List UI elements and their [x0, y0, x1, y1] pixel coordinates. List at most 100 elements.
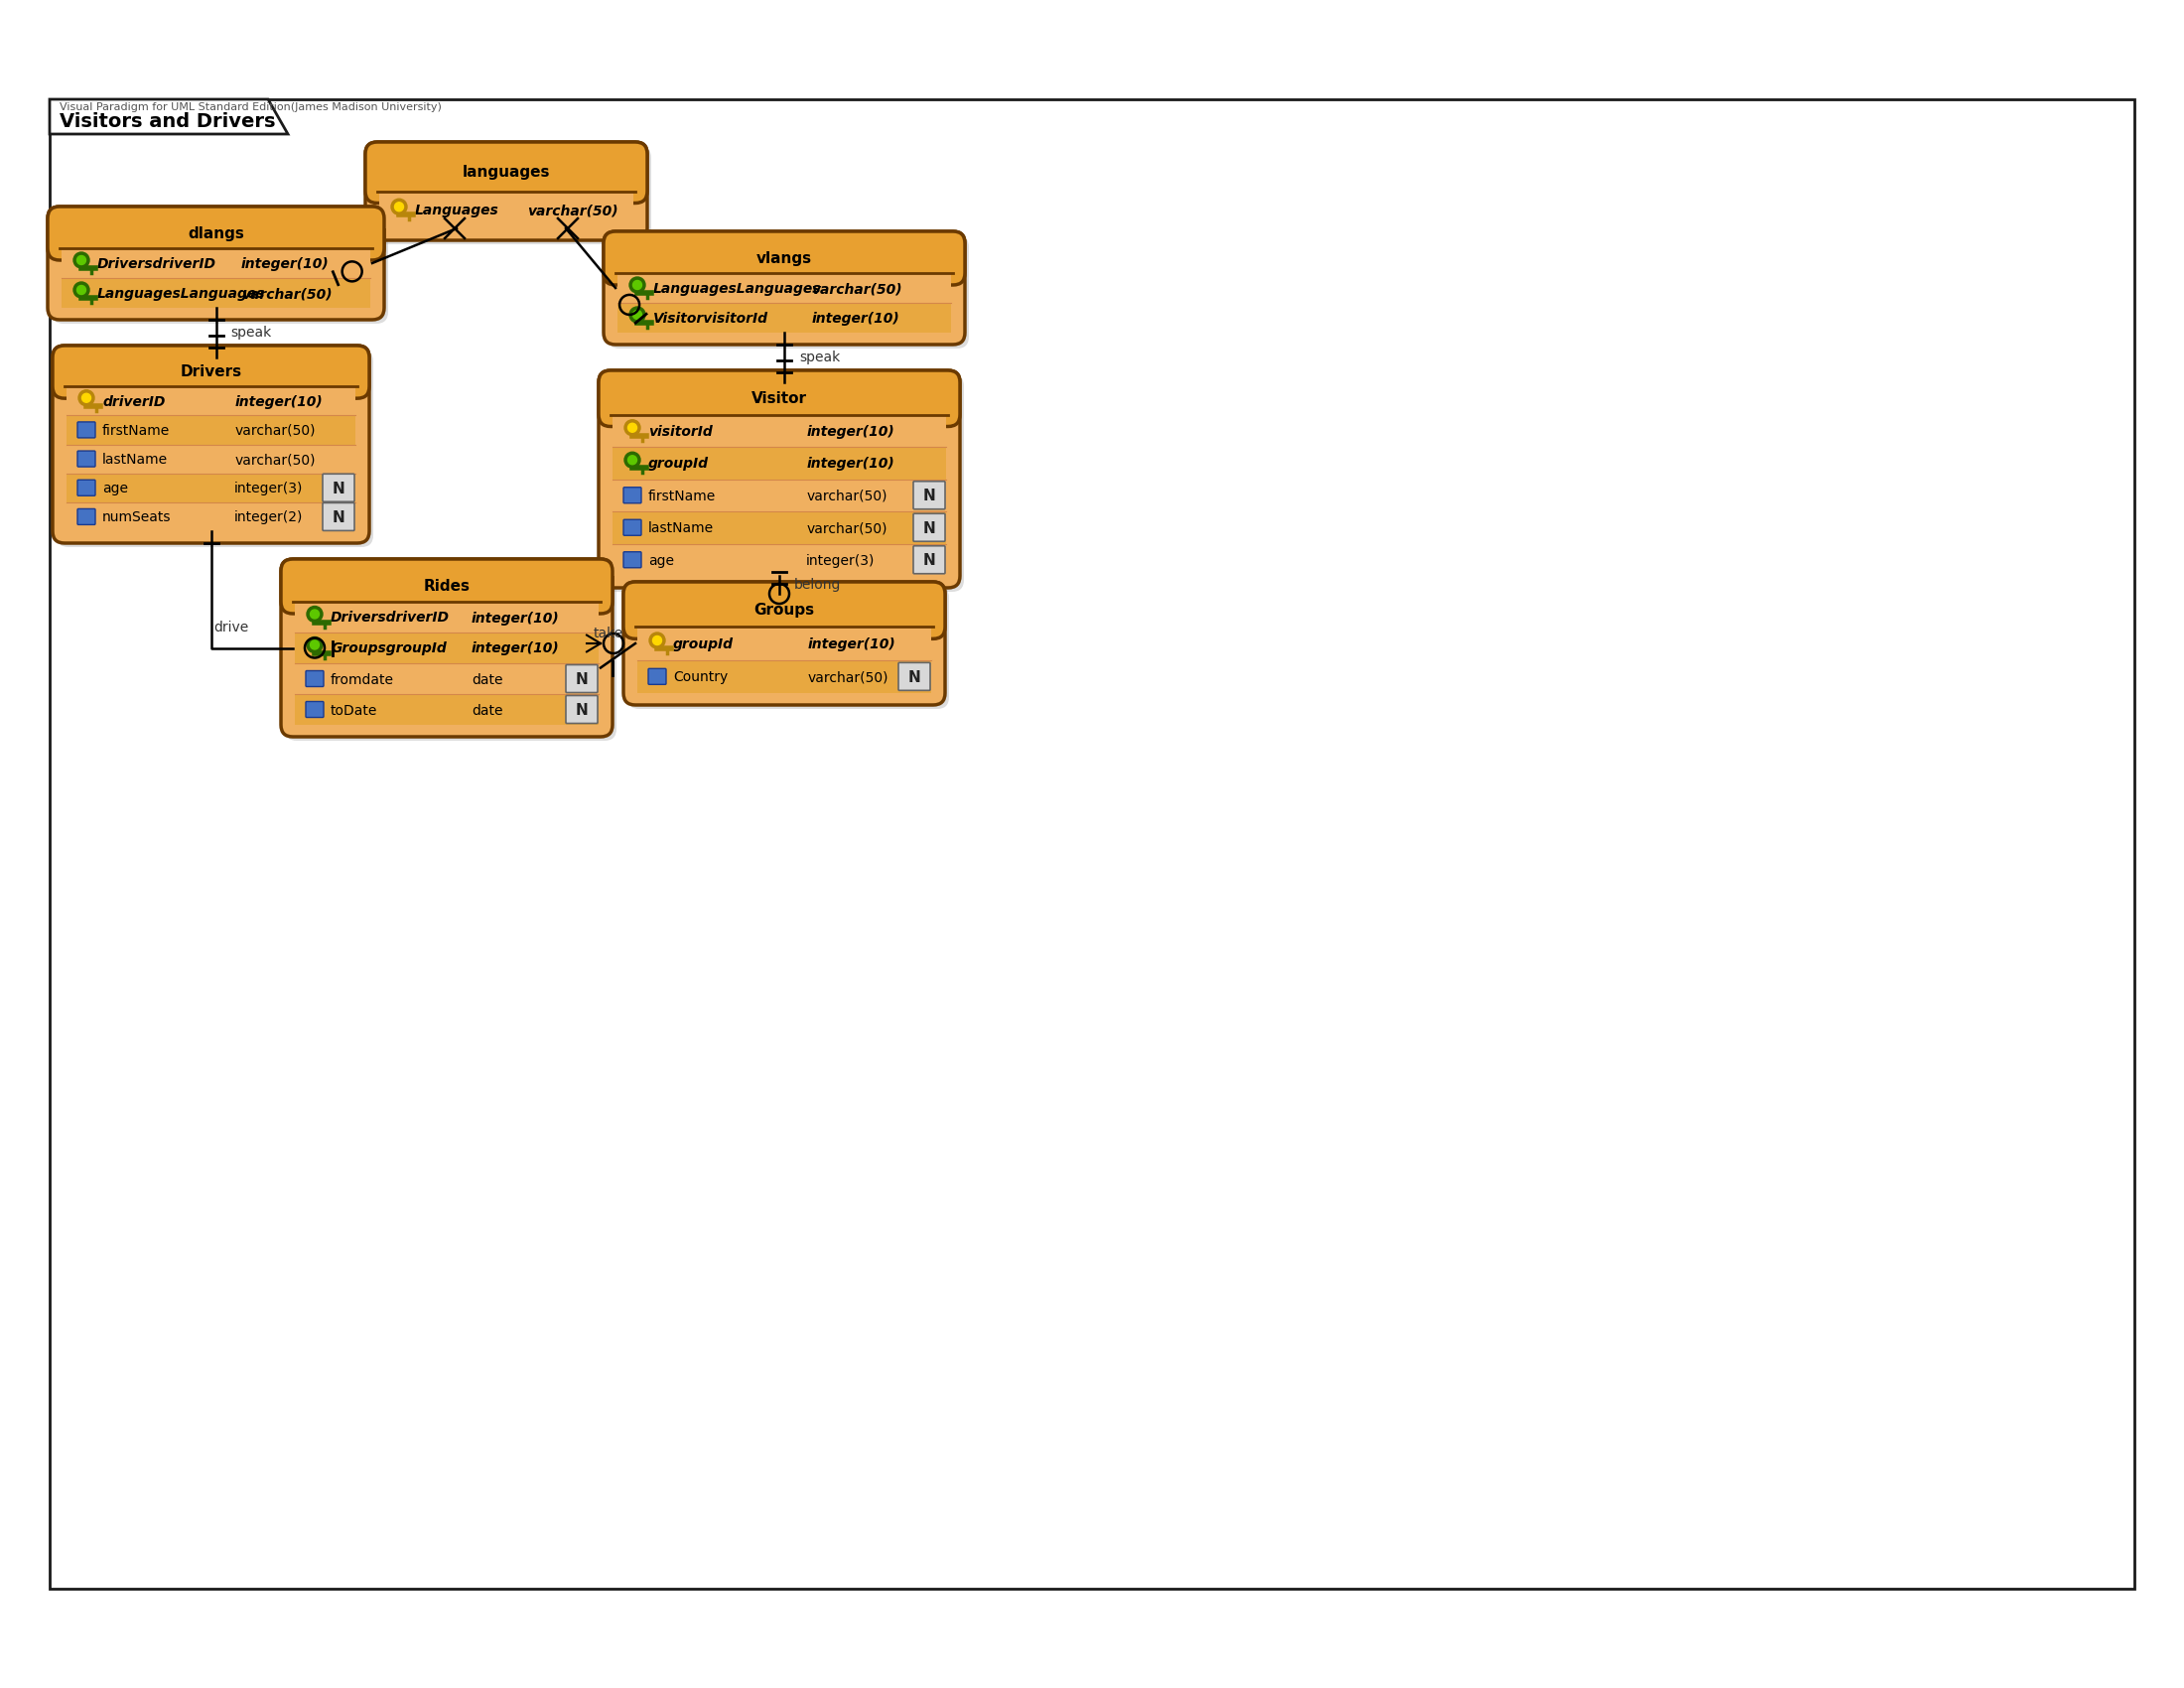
Text: groupId: groupId: [673, 638, 734, 652]
FancyBboxPatch shape: [76, 451, 96, 468]
FancyBboxPatch shape: [913, 481, 946, 510]
Bar: [295, 601, 598, 633]
Text: age: age: [103, 481, 129, 496]
FancyBboxPatch shape: [622, 488, 642, 503]
Bar: [61, 279, 371, 307]
Text: drive: drive: [214, 621, 249, 635]
FancyBboxPatch shape: [913, 545, 946, 574]
FancyBboxPatch shape: [282, 559, 612, 614]
Bar: [66, 473, 356, 503]
Text: integer(10): integer(10): [810, 312, 900, 326]
Polygon shape: [50, 100, 288, 133]
Bar: [618, 273, 950, 302]
Bar: [295, 694, 598, 724]
Circle shape: [83, 393, 92, 402]
Circle shape: [76, 255, 85, 265]
FancyBboxPatch shape: [282, 559, 612, 736]
Text: toDate: toDate: [330, 704, 378, 717]
FancyBboxPatch shape: [48, 206, 384, 319]
Circle shape: [629, 307, 644, 322]
Text: Country: Country: [673, 670, 727, 684]
Text: Languages: Languages: [415, 204, 500, 218]
Bar: [638, 614, 930, 630]
FancyBboxPatch shape: [369, 145, 651, 245]
Bar: [612, 447, 946, 479]
Text: belong: belong: [795, 577, 841, 592]
Circle shape: [625, 420, 640, 436]
FancyBboxPatch shape: [52, 346, 369, 544]
Text: languages: languages: [463, 165, 550, 181]
Circle shape: [629, 277, 644, 294]
Circle shape: [633, 280, 642, 289]
Bar: [380, 179, 633, 192]
Text: firstName: firstName: [649, 490, 716, 503]
Text: varchar(50): varchar(50): [526, 204, 618, 218]
Text: integer(10): integer(10): [234, 395, 323, 408]
Text: Visitor: Visitor: [751, 392, 808, 405]
FancyBboxPatch shape: [50, 100, 2134, 1588]
Text: varchar(50): varchar(50): [806, 490, 887, 503]
Bar: [612, 403, 946, 417]
FancyBboxPatch shape: [306, 702, 323, 717]
Text: LanguagesLanguages: LanguagesLanguages: [653, 282, 821, 295]
Text: N: N: [924, 554, 935, 569]
FancyBboxPatch shape: [622, 552, 642, 567]
Circle shape: [653, 636, 662, 645]
Circle shape: [395, 203, 404, 211]
Text: Rides: Rides: [424, 579, 470, 594]
Text: dlangs: dlangs: [188, 226, 245, 241]
Text: N: N: [332, 481, 345, 496]
Text: integer(3): integer(3): [806, 554, 876, 567]
Bar: [612, 415, 946, 447]
Bar: [66, 387, 356, 415]
Circle shape: [79, 390, 94, 405]
Bar: [66, 415, 356, 444]
Text: varchar(50): varchar(50): [810, 282, 902, 295]
Text: DriversdriverID: DriversdriverID: [330, 611, 450, 625]
FancyBboxPatch shape: [566, 665, 598, 692]
Circle shape: [310, 640, 319, 650]
Text: N: N: [332, 510, 345, 525]
Text: age: age: [649, 554, 675, 567]
Text: vlangs: vlangs: [756, 252, 812, 265]
FancyBboxPatch shape: [598, 370, 961, 427]
FancyBboxPatch shape: [365, 142, 646, 240]
Text: N: N: [574, 702, 587, 717]
Bar: [612, 479, 946, 511]
Text: speak: speak: [232, 326, 271, 339]
Text: N: N: [909, 670, 922, 685]
Text: date: date: [472, 674, 502, 687]
Text: varchar(50): varchar(50): [808, 670, 889, 684]
Text: varchar(50): varchar(50): [234, 424, 314, 437]
FancyBboxPatch shape: [566, 695, 598, 724]
Circle shape: [74, 252, 90, 268]
Text: Visual Paradigm for UML Standard Edition(James Madison University): Visual Paradigm for UML Standard Edition…: [59, 103, 441, 111]
FancyBboxPatch shape: [52, 346, 369, 398]
FancyBboxPatch shape: [622, 520, 642, 535]
Text: varchar(50): varchar(50): [806, 522, 887, 535]
FancyBboxPatch shape: [627, 586, 950, 709]
Bar: [295, 663, 598, 694]
Text: driverID: driverID: [103, 395, 166, 408]
FancyBboxPatch shape: [57, 349, 373, 547]
FancyBboxPatch shape: [52, 211, 389, 324]
Text: lastName: lastName: [649, 522, 714, 535]
Bar: [66, 503, 356, 532]
Text: lastName: lastName: [103, 452, 168, 468]
FancyBboxPatch shape: [365, 142, 646, 203]
Bar: [638, 626, 930, 660]
Bar: [612, 511, 946, 544]
FancyBboxPatch shape: [603, 231, 965, 285]
Text: date: date: [472, 704, 502, 717]
FancyBboxPatch shape: [622, 582, 946, 706]
Text: speak: speak: [799, 351, 841, 365]
FancyBboxPatch shape: [607, 235, 970, 348]
Text: varchar(50): varchar(50): [240, 287, 332, 300]
Text: N: N: [924, 522, 935, 537]
Circle shape: [306, 636, 323, 653]
FancyBboxPatch shape: [913, 513, 946, 542]
Text: groupId: groupId: [649, 457, 710, 471]
Circle shape: [629, 424, 638, 432]
Bar: [618, 262, 950, 275]
Text: take: take: [594, 626, 622, 641]
